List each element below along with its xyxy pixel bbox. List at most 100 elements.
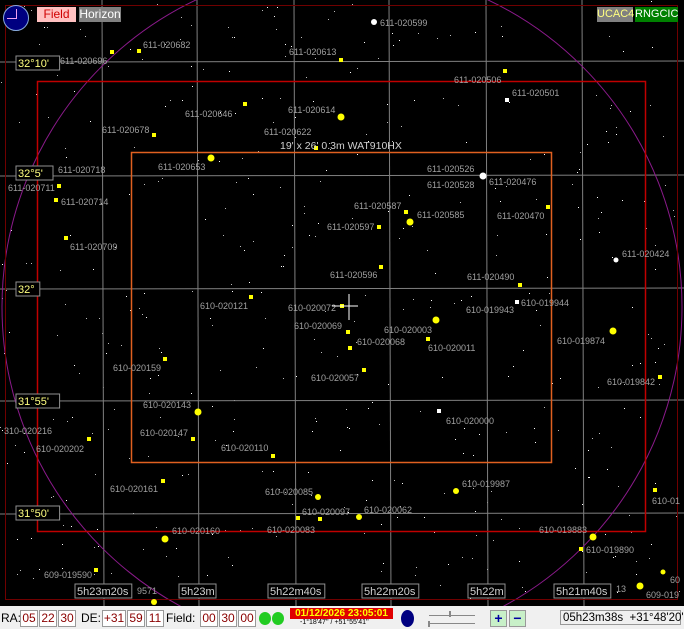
star-label: 611-020646	[185, 109, 232, 119]
faint-star	[597, 197, 598, 198]
de-seconds-field[interactable]: 11	[146, 610, 164, 627]
field-sec-field[interactable]: 00	[238, 610, 256, 627]
star-label: 611-020718	[58, 165, 105, 175]
faint-star	[129, 194, 130, 195]
faint-star	[225, 208, 226, 209]
faint-star	[388, 211, 389, 212]
faint-star	[53, 419, 54, 420]
faint-star	[309, 235, 310, 236]
ra-minutes-field[interactable]: 22	[39, 610, 57, 627]
faint-star	[357, 68, 358, 69]
faint-star	[589, 477, 590, 478]
faint-star	[519, 561, 520, 562]
faint-star	[24, 452, 25, 453]
star-label: 610-020003	[384, 325, 432, 335]
faint-star	[534, 428, 535, 429]
faint-star	[318, 223, 319, 224]
star-label: 610-020161	[110, 484, 158, 494]
ra-grid-line	[196, 0, 200, 607]
faint-star	[575, 468, 576, 469]
faint-star	[655, 362, 656, 363]
star-marker	[518, 283, 522, 287]
de-degrees-field[interactable]: +31	[102, 610, 126, 627]
faint-star	[401, 126, 402, 127]
faint-star	[166, 556, 167, 557]
faint-star	[588, 477, 589, 478]
moon-phase-icon[interactable]	[401, 610, 414, 627]
faint-star	[314, 339, 315, 340]
faint-star	[430, 307, 431, 308]
faint-star	[475, 511, 476, 512]
faint-star	[463, 453, 464, 454]
faint-star	[248, 178, 249, 179]
star-marker	[163, 357, 167, 361]
star-label: 611-020682	[143, 40, 190, 50]
faint-star	[220, 370, 221, 371]
faint-star	[535, 442, 536, 443]
faint-star	[403, 309, 404, 310]
faint-star	[491, 491, 492, 492]
faint-star	[292, 504, 293, 505]
de-minutes-field[interactable]: 59	[127, 610, 145, 627]
faint-star	[316, 421, 317, 422]
faint-star	[15, 445, 16, 446]
faint-star	[379, 424, 380, 425]
star-label: 610-01	[652, 496, 680, 506]
faint-star	[632, 307, 633, 308]
ra-hours-field[interactable]: 05	[20, 610, 38, 627]
faint-star	[501, 26, 502, 27]
faint-star	[651, 544, 652, 545]
faint-star	[231, 284, 232, 285]
faint-star	[57, 335, 58, 336]
faint-star	[235, 113, 236, 114]
faint-star	[544, 407, 545, 408]
faint-star	[352, 218, 353, 219]
faint-star	[4, 353, 5, 354]
faint-star	[424, 517, 425, 518]
star-label: 611-020678	[102, 125, 149, 135]
field-min-field[interactable]: 30	[219, 610, 237, 627]
star-label: 610-020085	[265, 487, 313, 497]
star-label: 9571	[137, 586, 157, 596]
faint-star	[108, 66, 109, 67]
star-marker	[296, 516, 300, 520]
faint-star	[622, 200, 623, 201]
faint-star	[349, 428, 350, 429]
star-marker	[609, 327, 617, 335]
faint-star	[106, 353, 107, 354]
ra-seconds-field[interactable]: 30	[58, 610, 76, 627]
axis-label-box	[15, 281, 41, 297]
datetime-display[interactable]: 01/12/2026 23:05:01	[290, 608, 393, 619]
zoom-in-button[interactable]: +	[490, 610, 507, 627]
catalog-ucac4-button[interactable]: UCAC4	[597, 7, 635, 22]
field-button[interactable]: Field	[37, 7, 76, 22]
orientation-clock-icon[interactable]	[3, 5, 29, 31]
faint-star	[624, 408, 625, 409]
faint-star	[448, 564, 449, 565]
ra-grid-line	[485, 0, 489, 607]
star-label: 611-020622	[264, 127, 311, 137]
status-led-icon	[259, 612, 271, 625]
star-marker	[613, 257, 619, 263]
faint-star	[284, 255, 285, 256]
catalog-rngcic-button[interactable]: RNGCIC	[635, 7, 679, 22]
faint-star	[111, 573, 112, 574]
star-marker	[432, 316, 440, 324]
faint-star	[450, 35, 451, 36]
horizon-button[interactable]: Horizon	[79, 7, 121, 22]
zoom-out-button[interactable]: −	[509, 610, 526, 627]
time-slider[interactable]	[427, 610, 479, 627]
faint-star	[121, 345, 122, 346]
faint-star	[191, 66, 192, 67]
faint-star	[580, 152, 581, 153]
faint-star	[473, 488, 474, 489]
faint-star	[337, 276, 338, 277]
faint-star	[663, 136, 664, 137]
faint-star	[558, 430, 559, 431]
faint-star	[611, 105, 612, 106]
star-label: 611-020696	[60, 56, 107, 66]
faint-star	[605, 534, 606, 535]
field-deg-field[interactable]: 00	[200, 610, 218, 627]
